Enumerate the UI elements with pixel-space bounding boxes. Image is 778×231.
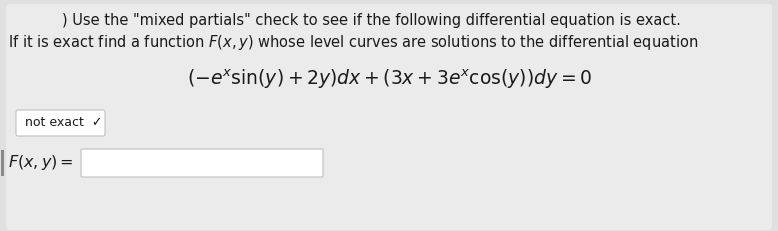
FancyBboxPatch shape	[81, 149, 323, 177]
Text: If it is exact find a function $F(x, y)$ whose level curves are solutions to the: If it is exact find a function $F(x, y)$…	[8, 33, 699, 52]
Text: $(-e^x \sin(y) + 2y)dx + (3x + 3e^x \cos(y))dy = 0$: $(-e^x \sin(y) + 2y)dx + (3x + 3e^x \cos…	[187, 68, 593, 91]
Text: ) Use the "mixed partials" check to see if the following differential equation i: ) Use the "mixed partials" check to see …	[62, 13, 681, 28]
Bar	[1, 150, 4, 176]
Text: not exact  ✓: not exact ✓	[25, 116, 103, 130]
FancyBboxPatch shape	[6, 4, 772, 230]
FancyBboxPatch shape	[16, 110, 105, 136]
Text: $F(x, y) =$: $F(x, y) =$	[8, 154, 74, 173]
